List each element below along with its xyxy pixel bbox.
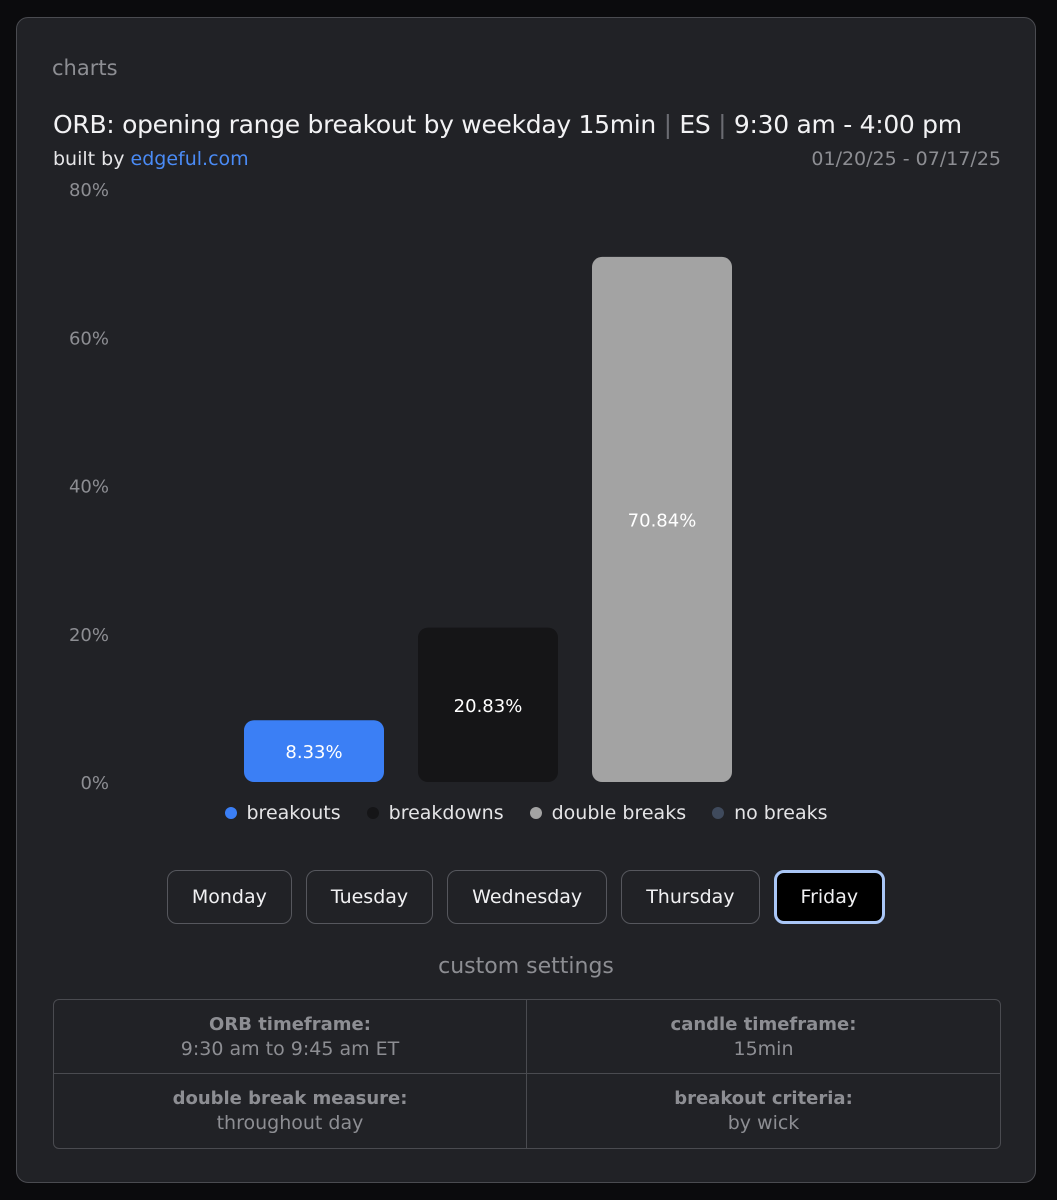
section-label: charts [52,56,118,80]
tab-tuesday[interactable]: Tuesday [305,870,434,924]
title-separator: | [663,110,672,139]
legend-dot-icon [224,807,237,819]
setting-label: breakout criteria: [674,1088,853,1109]
setting-label: double break measure: [172,1088,408,1109]
legend-item-breakdowns[interactable]: breakdowns [366,802,504,824]
tab-wednesday[interactable]: Wednesday [447,870,608,924]
bar-breakdowns[interactable] [418,627,558,782]
legend-label: double breaks [551,802,687,824]
title-main: ORB: opening range breakout by weekday 1… [53,110,656,139]
bar-value-label: 8.33% [285,742,342,763]
setting-value: 9:30 am to 9:45 am ET [180,1037,400,1060]
bar-value-label: 70.84% [628,510,697,531]
bar-breakouts[interactable] [244,720,384,782]
legend-item-double-breaks[interactable]: double breaks [529,802,687,824]
weekday-tabs: Monday Tuesday Wednesday Thursday Friday [17,870,1035,924]
tab-monday[interactable]: Monday [166,870,292,924]
legend-item-no-breaks[interactable]: no breaks [712,802,828,824]
legend-dot-icon [366,807,379,819]
setting-candle-timeframe: candle timeframe: 15min [527,1000,1000,1074]
setting-value: 15min [733,1037,794,1060]
legend-dot-icon [529,807,542,819]
setting-breakout-criteria: breakout criteria: by wick [527,1074,1000,1148]
setting-value: throughout day [216,1112,364,1134]
bar-chart: 0% 20% 40% 60% 80% 8.33% 20.83% 70.84% [69,180,732,794]
chart-card: charts ORB: opening range breakout by we… [16,17,1036,1183]
chart-title: ORB: opening range breakout by weekday 1… [53,110,1015,139]
settings-table: ORB timeframe: 9:30 am to 9:45 am ET can… [53,999,1001,1149]
legend-label: no breaks [734,802,828,824]
bar-value-label: 20.83% [454,696,523,717]
setting-value: by wick [727,1112,800,1134]
chart-legend: breakouts breakdowns double breaks no break… [17,802,1035,824]
edgeful-link[interactable]: edgeful.com [130,148,249,170]
y-tick-label: 0% [80,773,109,794]
y-tick-label: 40% [69,477,109,498]
bar-double-breaks[interactable] [592,256,732,782]
title-separator-2: | [718,110,727,139]
y-tick-label: 60% [69,328,109,349]
setting-double-break-measure: double break measure: throughout day [54,1074,527,1148]
legend-item-breakouts[interactable]: breakouts [224,802,341,824]
title-session: 9:30 am - 4:00 pm [733,110,962,139]
setting-label: candle timeframe: [670,1013,857,1035]
legend-label: breakdowns [388,802,504,824]
tab-friday[interactable]: Friday [773,870,886,924]
y-tick-label: 80% [69,180,109,201]
built-by: built by edgeful.com [53,148,249,170]
tab-thursday[interactable]: Thursday [621,870,760,924]
date-range: 01/20/25 - 07/17/25 [811,148,1001,170]
settings-title: custom settings [438,954,614,979]
legend-dot-icon [712,807,725,819]
setting-label: ORB timeframe: [209,1013,371,1035]
y-tick-label: 20% [69,625,109,646]
legend-label: breakouts [246,802,341,824]
title-instrument: ES [679,110,711,139]
setting-orb-timeframe: ORB timeframe: 9:30 am to 9:45 am ET [54,1000,527,1074]
built-by-prefix: built by [53,148,125,170]
